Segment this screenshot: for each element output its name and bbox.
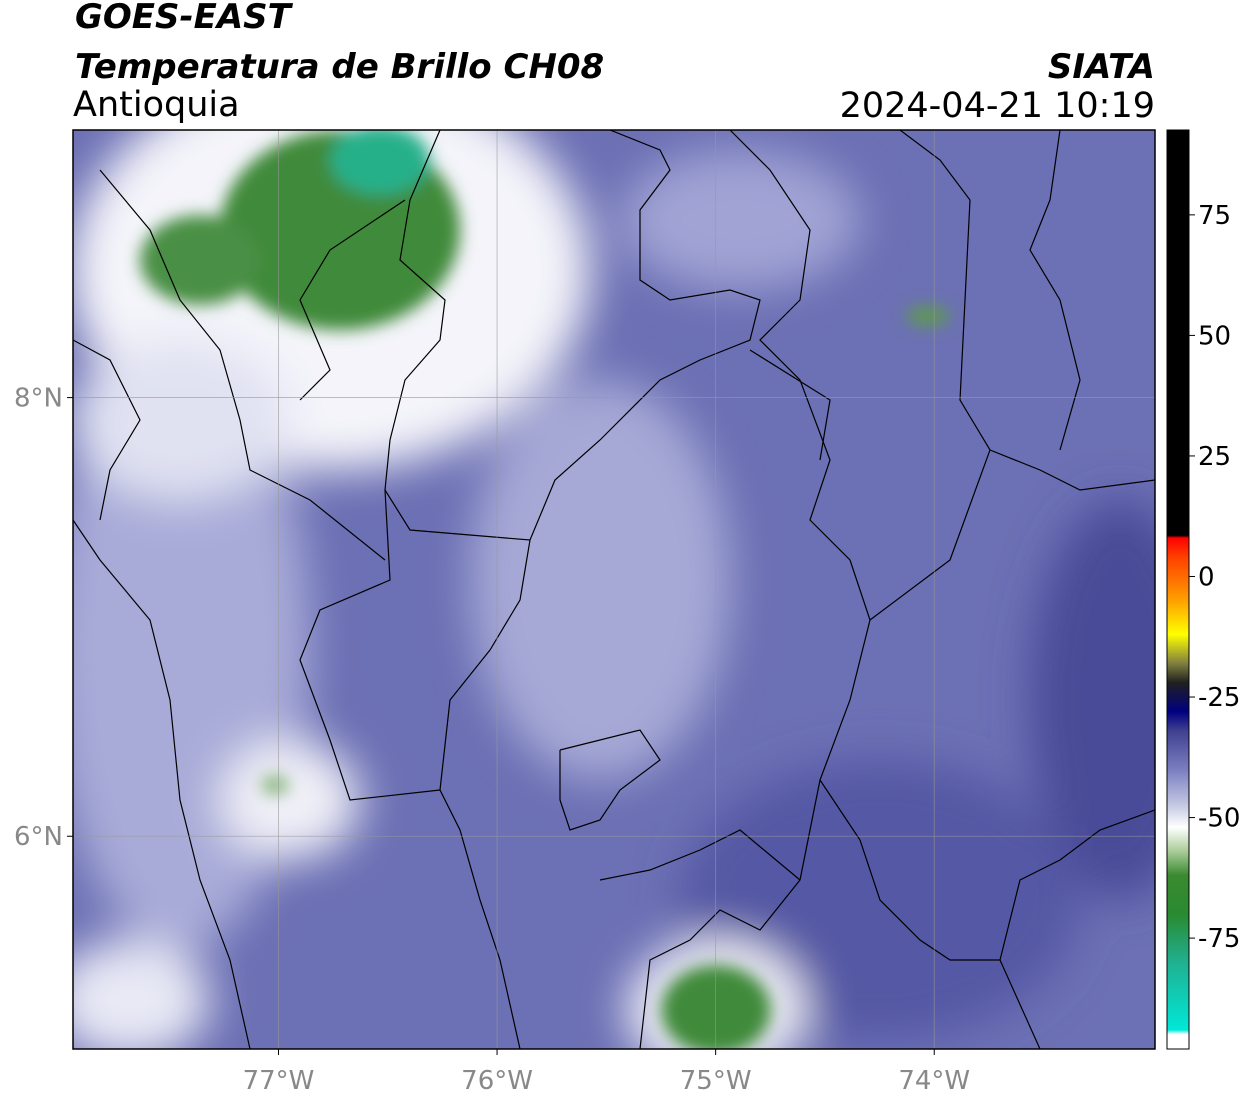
region-label: Antioquia <box>73 85 240 125</box>
product-title: Temperatura de Brillo CH08 <box>75 47 604 87</box>
colorbar <box>1166 129 1190 1050</box>
map-frame <box>72 129 1156 1050</box>
colorbar-tick-label: 0 <box>1198 562 1215 592</box>
boundaries <box>73 130 1155 1049</box>
colorbar-tick-label: -50 <box>1198 804 1240 834</box>
colorbar-tick-label: 75 <box>1198 201 1231 231</box>
colorbar-tick-label: 25 <box>1198 442 1231 472</box>
x-tick-label: 76°W <box>461 1066 533 1096</box>
x-tick-label: 77°W <box>243 1066 315 1096</box>
satellite-title: GOES-EAST <box>75 0 294 37</box>
colorbar-tick-label: 50 <box>1198 321 1231 351</box>
x-tick-label: 75°W <box>680 1066 752 1096</box>
source-label: SIATA <box>1048 47 1155 87</box>
x-tick-label: 74°W <box>898 1066 970 1096</box>
colorbar-tick-label: -25 <box>1198 683 1240 713</box>
graticule <box>73 130 1155 1049</box>
colorbar-tick-label: -75 <box>1198 924 1240 954</box>
satellite-image <box>73 130 1155 1049</box>
y-tick-label: 6°N <box>14 822 63 852</box>
y-tick-label: 8°N <box>14 384 63 414</box>
datetime-label: 2024-04-21 10:19 <box>840 86 1155 126</box>
